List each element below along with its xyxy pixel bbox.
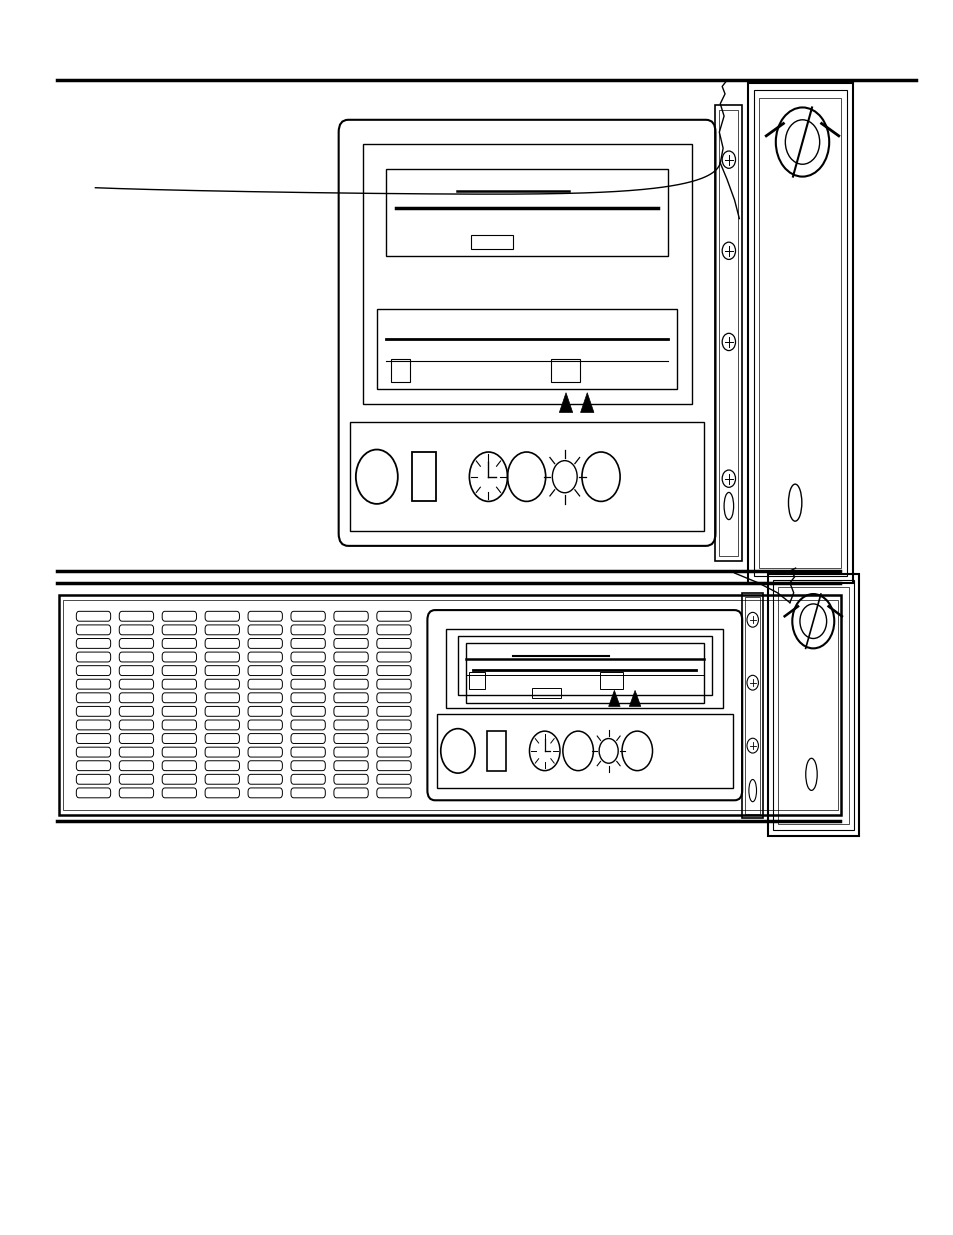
Bar [376, 309, 677, 389]
Bar [532, 688, 560, 698]
Bar [747, 83, 852, 583]
Bar [551, 359, 579, 382]
Bar [465, 643, 703, 703]
Bar [350, 422, 703, 531]
Bar [715, 105, 741, 561]
Bar [446, 629, 722, 708]
Bar [59, 595, 841, 815]
Bar [741, 593, 762, 818]
Bar [391, 359, 410, 382]
Bar [362, 144, 691, 404]
Bar [486, 731, 505, 771]
Bar [767, 574, 858, 836]
Bar [753, 90, 846, 576]
Polygon shape [629, 690, 640, 706]
Bar [469, 672, 484, 689]
Bar [436, 714, 732, 788]
Bar [412, 452, 436, 501]
Bar [386, 169, 667, 256]
Polygon shape [558, 393, 572, 412]
Bar [772, 580, 853, 830]
Bar [759, 98, 841, 568]
Bar [744, 597, 760, 814]
Polygon shape [608, 690, 619, 706]
Bar [719, 110, 738, 556]
Bar [471, 235, 513, 249]
Bar [63, 600, 837, 810]
Polygon shape [580, 393, 594, 412]
Bar [599, 672, 622, 689]
Bar [457, 636, 711, 695]
Bar [777, 587, 848, 824]
